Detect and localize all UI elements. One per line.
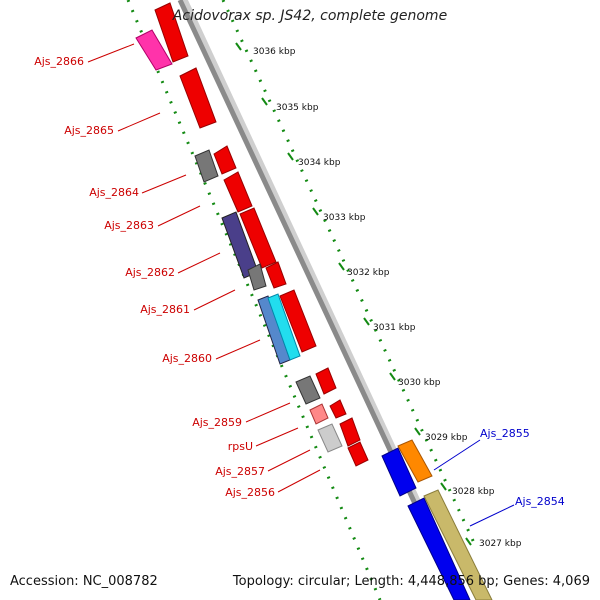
gene-label-ajs-2860[interactable]: Ajs_2860 [162, 352, 212, 365]
gene-rpsu[interactable] [309, 403, 329, 425]
gene-label-ajs-2864[interactable]: Ajs_2864 [89, 186, 139, 199]
gene-ajs-2856-red[interactable] [347, 441, 369, 467]
ruler-label: 3027 kbp [479, 539, 522, 549]
ruler-labels: 3036 kbp 3035 kbp 3034 kbp 3033 kbp 3032… [253, 47, 522, 549]
gene-label-ajs-2855[interactable]: Ajs_2855 [480, 427, 530, 440]
gene-labels: Ajs_2866 Ajs_2865 Ajs_2864 Ajs_2863 Ajs_… [34, 55, 565, 508]
gene-ajs-2863[interactable] [223, 171, 253, 213]
backbone [177, 0, 463, 600]
ruler-label: 3029 kbp [425, 433, 468, 443]
gene-ajs-2855-orange[interactable] [397, 439, 433, 483]
gene-label-ajs-2865[interactable]: Ajs_2865 [64, 124, 114, 137]
gene-label-ajs-2856[interactable]: Ajs_2856 [225, 486, 275, 499]
gene-ajs-2864[interactable] [194, 149, 219, 183]
gene-ajs-2857-red[interactable] [339, 417, 361, 447]
gene-ajs-2859-red[interactable] [315, 367, 337, 395]
gene-ajs-2854-khaki[interactable] [423, 489, 493, 600]
ruler-label: 3030 kbp [398, 378, 441, 388]
gene-ajs-2857[interactable] [317, 423, 343, 453]
gene-ajs-2860-cyan[interactable] [267, 293, 301, 361]
gene-ajs-2862-red[interactable] [239, 207, 277, 269]
gene-label-ajs-2866[interactable]: Ajs_2866 [34, 55, 84, 68]
gene-ajs-2861[interactable] [247, 263, 267, 291]
gene-label-ajs-2857[interactable]: Ajs_2857 [215, 465, 265, 478]
gene-label-rpsu[interactable]: rpsU [228, 440, 253, 453]
gene-ajs-2864-red[interactable] [213, 145, 237, 175]
ruler-label: 3032 kbp [347, 268, 390, 278]
leader-lines [87, 43, 515, 527]
gene-label-ajs-2862[interactable]: Ajs_2862 [125, 266, 175, 279]
gene-label-ajs-2854[interactable]: Ajs_2854 [515, 495, 565, 508]
topology-text: Topology: circular; Length: 4,448,856 bp… [232, 574, 590, 589]
gene-ajs-2866-strand[interactable] [154, 2, 189, 63]
gene-label-ajs-2863[interactable]: Ajs_2863 [104, 219, 154, 232]
ruler-label: 3036 kbp [253, 47, 296, 57]
gene-ajs-2860-red[interactable] [279, 289, 317, 353]
gene-ajs-2859[interactable] [295, 375, 321, 405]
outer-guide-line [221, 0, 477, 546]
genes [135, 2, 493, 600]
ruler-label: 3035 kbp [276, 103, 319, 113]
gene-label-ajs-2861[interactable]: Ajs_2861 [140, 303, 190, 316]
gene-ajs-2861-red[interactable] [265, 261, 287, 289]
genome-title: Acidovorax sp. JS42, complete genome [172, 8, 448, 24]
gene-ajs-2866[interactable] [135, 29, 173, 71]
ruler-label: 3034 kbp [298, 158, 341, 168]
gene-ajs-2865[interactable] [179, 67, 217, 129]
gene-ajs-2854-blue[interactable] [407, 497, 471, 600]
inner-guide-line [126, 0, 382, 600]
gene-ajs-2855-blue[interactable] [381, 447, 417, 497]
gene-label-ajs-2859[interactable]: Ajs_2859 [192, 416, 242, 429]
gene-rpsu-red[interactable] [329, 399, 347, 419]
ruler-label: 3033 kbp [323, 213, 366, 223]
ruler-ticks [235, 42, 472, 546]
ruler-label: 3031 kbp [373, 323, 416, 333]
ruler-label: 3028 kbp [452, 487, 495, 497]
accession-text: Accession: NC_008782 [10, 574, 158, 589]
